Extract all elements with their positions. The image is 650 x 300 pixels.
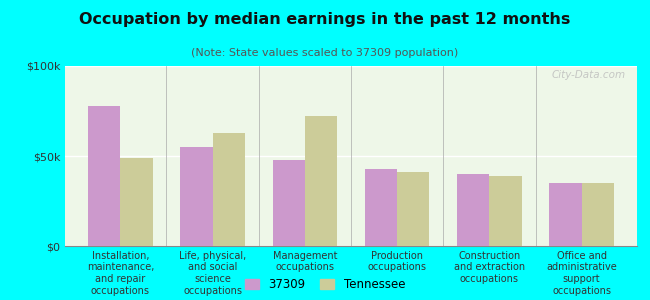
Bar (120, 158, 153, 246)
Text: Occupation by median earnings in the past 12 months: Occupation by median earnings in the pas… (79, 12, 571, 27)
Legend: 37309, Tennessee: 37309, Tennessee (245, 278, 405, 291)
Bar (272, 160, 305, 246)
Bar (88, 106, 120, 246)
Bar (582, 183, 614, 246)
Bar (305, 116, 337, 246)
Text: City-Data.com: City-Data.com (551, 70, 625, 80)
Text: (Note: State values scaled to 37309 population): (Note: State values scaled to 37309 popu… (191, 48, 459, 58)
Bar (365, 169, 397, 246)
Bar (180, 147, 213, 246)
Bar (397, 172, 430, 246)
Bar (213, 133, 245, 246)
Bar (549, 183, 582, 246)
Bar (489, 176, 522, 246)
Bar (457, 174, 489, 246)
